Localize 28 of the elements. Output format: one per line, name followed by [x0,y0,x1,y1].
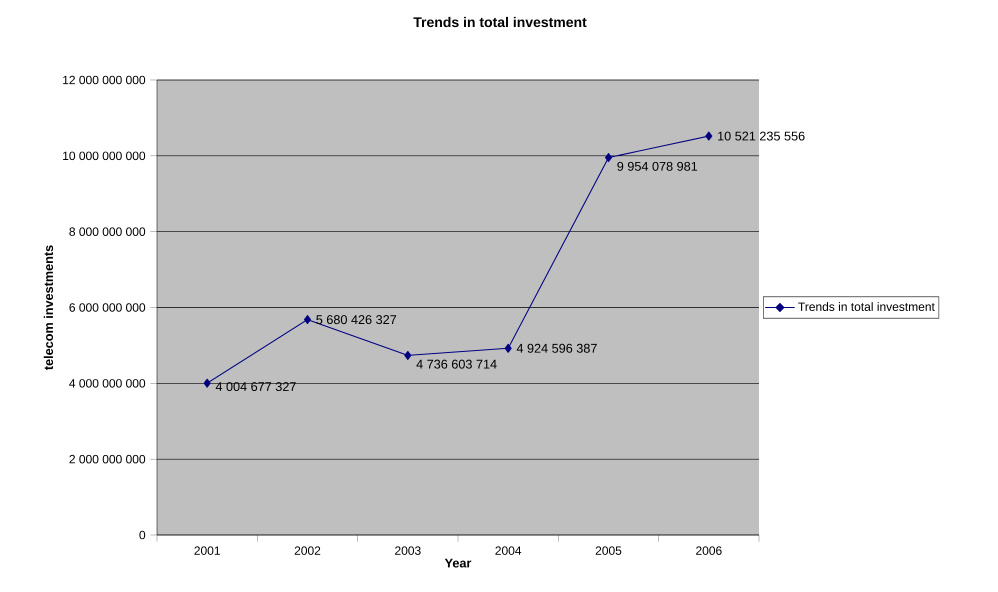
point [604,153,612,162]
y-tick-label: 2 000 000 000 [69,454,146,464]
data-label: 4 924 596 387 [516,344,597,353]
point [404,350,412,360]
point [504,344,512,353]
y-tick-label: 12 000 000 000 [63,76,146,84]
point [204,378,211,388]
y-tick-label: 4 000 000 000 [69,379,146,388]
x-tick-label: 2005 [596,546,622,555]
point [705,132,712,141]
chart-title: Trends in total investment [413,16,587,28]
x-tick-label: 2001 [194,546,220,555]
x-tick-label: 2004 [495,546,522,555]
data-label: 10 521 235 556 [718,132,805,141]
point [304,315,312,324]
x-tick-label: 2003 [395,546,421,555]
data-label: 9 954 078 981 [617,162,698,171]
x-tick-label: 2006 [696,546,722,555]
y-tick-label: 8 000 000 000 [69,227,146,236]
y-tick-label: 0 [139,530,146,540]
x-axis-title: Year [444,558,472,568]
x-tick-label: 2002 [294,546,320,555]
legend-label: Trends in total investment [798,302,935,311]
data-label: 4 736 603 714 [416,360,497,369]
y-axis-title: telecom investments [44,245,54,370]
y-tick-label: 10 000 000 000 [63,152,146,160]
y-tick-label: 6 000 000 000 [69,303,146,312]
data-label: 5 680 426 327 [316,315,396,324]
